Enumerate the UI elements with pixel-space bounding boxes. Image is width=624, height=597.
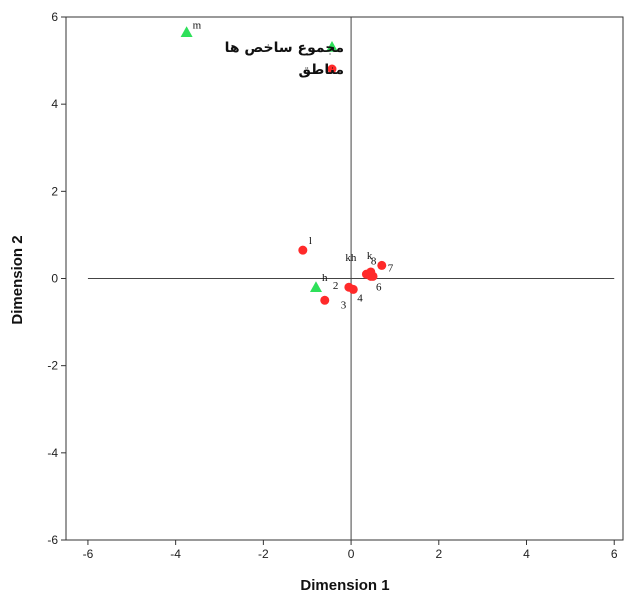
x-tick-label: -6 [83,547,94,561]
y-tick-label: 0 [51,272,58,286]
legend-label: مناطق [299,62,344,78]
point-label: 6 [376,281,382,293]
x-tick-label: 6 [611,547,618,561]
point-label: h [322,272,328,284]
legend-circle-icon [327,64,337,74]
legend: مجموع ساخص ها مناطق [225,40,344,78]
legend-triangle-icon [326,41,338,52]
x-tick-label: -4 [170,547,181,561]
data-marks: m h l 32 4 kh k8 67 [180,19,394,311]
y-tick-label: 6 [51,10,58,24]
x-tick-label: 4 [523,547,530,561]
point-label: m [193,19,202,31]
point-label: k [367,250,373,262]
x-tick-label: -2 [258,547,269,561]
y-tick-label: -6 [47,533,58,547]
reference-lines [87,17,615,540]
axis-ticks: -6 -4 -2 0 2 4 6 -6 -4 -2 0 2 4 6 [47,10,618,561]
circle-point [298,245,308,255]
y-tick-label: 2 [51,184,58,198]
circle-point [348,284,358,294]
circle-point [368,271,378,281]
point-label: kh [345,252,357,264]
legend-label: مجموع ساخص ها [225,40,344,56]
circle-point [377,260,387,270]
triangle-point [180,26,193,38]
y-tick-label: 4 [51,97,58,111]
x-tick-label: 0 [348,547,355,561]
y-tick-label: -2 [47,359,58,373]
y-axis-title: Dimension 2 [9,235,26,324]
point-label: 3 [341,299,347,311]
point-label: 7 [388,262,394,274]
y-tick-label: -4 [47,446,58,460]
point-label: 8 [371,255,377,267]
x-axis-title: Dimension 1 [300,577,389,594]
x-tick-label: 2 [435,547,442,561]
triangle-point [309,281,322,293]
point-label: l [309,235,312,247]
point-label: 4 [357,292,363,304]
point-label: 2 [333,280,339,292]
circle-point [320,295,330,305]
